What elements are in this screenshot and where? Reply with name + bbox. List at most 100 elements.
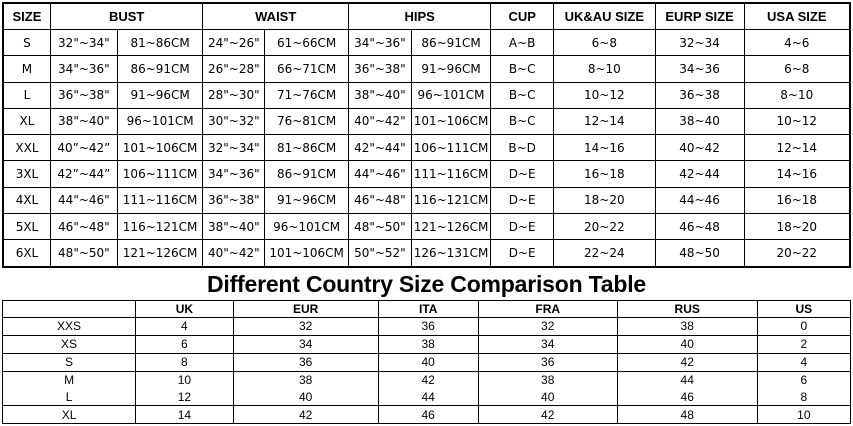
table-cell: 46 xyxy=(616,387,758,407)
table-cell: 111~116CM xyxy=(116,186,204,214)
table-cell: 42 xyxy=(232,405,379,424)
table-cell: 8 xyxy=(756,387,852,407)
table-cell: 116~121CM xyxy=(116,212,204,241)
table-row-m: M 10 38 42 38 44 6 xyxy=(1,370,852,389)
table-cell: 10 xyxy=(756,405,852,424)
table-row-s: S 8 36 40 36 42 4 xyxy=(1,352,852,372)
table-row-xxs: XXS 4 32 36 32 38 0 xyxy=(1,317,852,336)
table-cell: 86~91CM xyxy=(264,160,350,188)
table-cell: 38 xyxy=(377,334,479,354)
table-cell: 121~126CM xyxy=(116,239,204,268)
table-cell: 14~16 xyxy=(743,160,851,188)
header-eur: EUR xyxy=(232,300,379,318)
table-cell: 6 xyxy=(135,334,234,354)
table-cell: 81~86CM xyxy=(116,28,204,57)
table-cell: B~C xyxy=(490,55,554,83)
table-cell: 40~42 xyxy=(654,134,745,162)
row-label-cell: M xyxy=(1,370,137,389)
table-cell: 40”~42” xyxy=(49,134,118,162)
table-cell: 34"~36" xyxy=(348,28,412,57)
table-cell: 32"~34" xyxy=(202,134,266,162)
header-cup: CUP xyxy=(490,2,554,30)
table-cell: 76~81CM xyxy=(264,107,350,136)
table-cell: 14 xyxy=(135,405,234,424)
table-cell: 32 xyxy=(477,317,618,336)
table-cell: B~D xyxy=(490,134,554,162)
header-waist: WAIST xyxy=(202,2,350,30)
table-cell: 46"~48" xyxy=(348,186,412,214)
table-cell: 12~14 xyxy=(743,134,851,162)
table-cell: 6 xyxy=(756,370,852,389)
table-cell: 126~131CM xyxy=(410,239,492,268)
table-cell: 40 xyxy=(232,387,379,407)
row-label-cell: XXL xyxy=(2,134,51,162)
row-label-cell: S xyxy=(2,28,51,57)
table-row-3xl: 3XL 42”~44” 106~111CM 34"~36" 86~91CM 44… xyxy=(2,160,851,188)
table-cell: 32 xyxy=(232,317,379,336)
table-row-5xl: 5XL 46"~48" 116~121CM 38"~40" 96~101CM 4… xyxy=(2,212,851,241)
comparison-header-row: UK EUR ITA FRA RUS US xyxy=(1,300,852,318)
header-ukau-size: UK&AU SIZE xyxy=(553,2,656,30)
table-cell: 22~24 xyxy=(553,239,656,268)
header-fra: FRA xyxy=(477,300,618,318)
table-cell: 96~101CM xyxy=(116,107,204,136)
row-label-cell: L xyxy=(1,387,137,407)
table-cell: D~E xyxy=(490,186,554,214)
table-cell: 40 xyxy=(477,387,618,407)
row-label-cell: 4XL xyxy=(2,186,51,214)
table-row-l: L 36"~38" 91~96CM 28"~30" 71~76CM 38"~40… xyxy=(2,81,851,109)
table-cell: 8 xyxy=(135,352,234,372)
table-cell: D~E xyxy=(490,160,554,188)
table-cell: 18~20 xyxy=(553,186,656,214)
table-cell: B~C xyxy=(490,107,554,136)
table-cell: 101~106CM xyxy=(264,239,350,268)
table-cell: 40"~42" xyxy=(348,107,412,136)
table-cell: 46 xyxy=(377,405,479,424)
table-cell: 28"~30" xyxy=(202,81,266,109)
table-cell: 4~6 xyxy=(743,28,851,57)
table-cell: 91~96CM xyxy=(410,55,492,83)
table-cell: 24"~26" xyxy=(202,28,266,57)
table-cell: 26"~28" xyxy=(202,55,266,83)
table-cell: 34"~36" xyxy=(202,160,266,188)
table-cell: 16~18 xyxy=(553,160,656,188)
row-label-cell: 5XL xyxy=(2,212,51,241)
table-cell: 38 xyxy=(232,370,379,389)
table-cell: 38 xyxy=(616,317,758,336)
table-cell: 106~111CM xyxy=(116,160,204,188)
table-cell: 0 xyxy=(756,317,852,336)
table-cell: 48"~50" xyxy=(49,239,118,268)
table-cell: 10~12 xyxy=(553,81,656,109)
table-cell: 10 xyxy=(135,370,234,389)
table-row-xs: XS 6 34 38 34 40 2 xyxy=(1,334,852,354)
table-cell: 32~34 xyxy=(654,28,745,57)
table-cell: 38"~40" xyxy=(49,107,118,136)
header-rus: RUS xyxy=(616,300,758,318)
table-cell: 36"~38" xyxy=(49,81,118,109)
table-cell: 66~71CM xyxy=(264,55,350,83)
table-cell: 40 xyxy=(616,334,758,354)
table-cell: 34~36 xyxy=(654,55,745,83)
table-cell: 34 xyxy=(232,334,379,354)
row-label-cell: L xyxy=(2,81,51,109)
table-cell: 4 xyxy=(135,317,234,336)
table-cell: 36"~38" xyxy=(348,55,412,83)
table-cell: 4 xyxy=(756,352,852,372)
table-cell: 30"~32" xyxy=(202,107,266,136)
table-cell: 46~48 xyxy=(654,212,745,241)
country-comparison-table: UK EUR ITA FRA RUS US XXS 4 32 36 32 38 … xyxy=(1,300,852,424)
table-cell: 18~20 xyxy=(743,212,851,241)
table-cell: 96~101CM xyxy=(410,81,492,109)
table-cell: 44 xyxy=(616,370,758,389)
header-us: US xyxy=(756,300,852,318)
table-cell: 101~106CM xyxy=(410,107,492,136)
row-label-cell: M xyxy=(2,55,51,83)
table-cell: 91~96CM xyxy=(116,81,204,109)
table-cell: 32"~34" xyxy=(49,28,118,57)
table-cell: 86~91CM xyxy=(410,28,492,57)
table-cell: 2 xyxy=(756,334,852,354)
table-cell: 36~38 xyxy=(654,81,745,109)
table-cell: 48 xyxy=(616,405,758,424)
table-cell: 34 xyxy=(477,334,618,354)
table-cell: 8~10 xyxy=(553,55,656,83)
